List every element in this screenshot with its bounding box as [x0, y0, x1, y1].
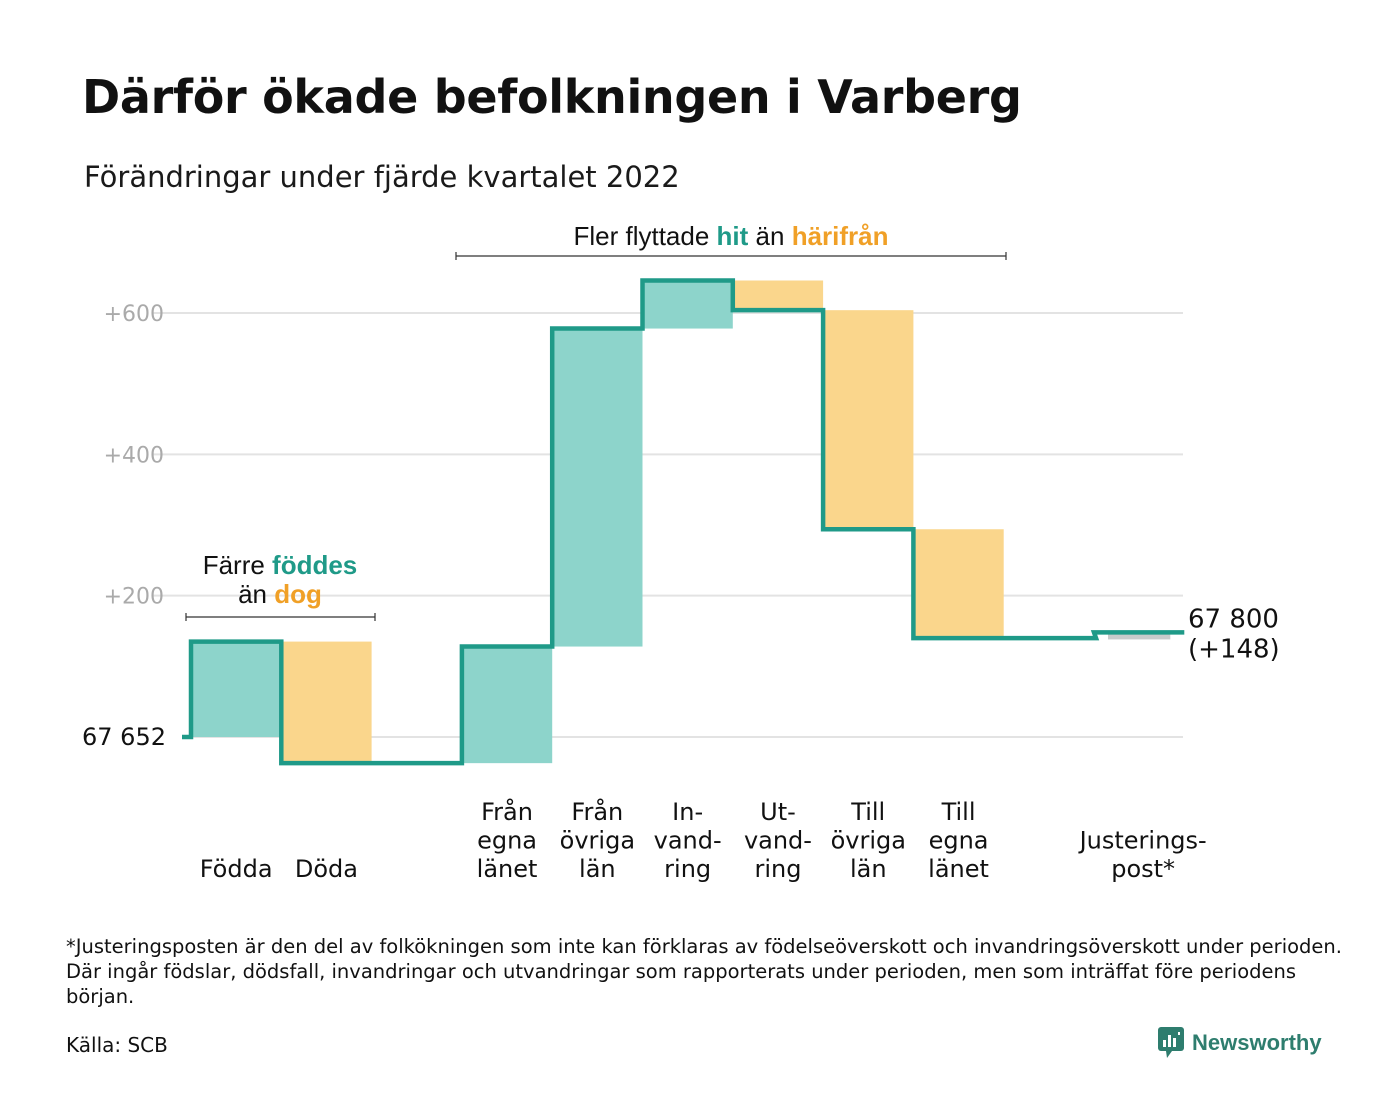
newsworthy-icon	[1158, 1027, 1184, 1058]
series-line	[182, 278, 1185, 766]
category-label: länet	[477, 855, 538, 883]
annotation-natural-line1: Färre föddes	[203, 550, 358, 580]
bar-invandring	[642, 280, 733, 329]
annotation-migration-harifran: härifrån	[792, 221, 889, 251]
category-label: Från	[571, 797, 623, 826]
y-tick-label: +200	[104, 585, 164, 610]
category-label: Justerings-	[1078, 827, 1207, 855]
bar-tillegnalänet	[913, 529, 1004, 639]
annotation-migration-bracket	[455, 252, 1007, 260]
category-label: Till	[850, 798, 885, 826]
chart-title: Därför ökade befolkningen i Varberg	[82, 70, 1022, 124]
annotation-migration-hit: hit	[717, 221, 749, 251]
chart-subtitle: Förändringar under fjärde kvartalet 2022	[84, 160, 680, 194]
bar-frånegnalänet	[461, 646, 553, 764]
annotation-natural-prefix2: än	[238, 579, 274, 609]
category-label: Födda	[200, 855, 273, 883]
bar-tillövrigalän	[823, 310, 914, 530]
end-change-label: (+148)	[1188, 634, 1280, 664]
bar-justeringspost	[1108, 632, 1171, 640]
category-label: länet	[928, 855, 989, 883]
category-label: län	[850, 855, 887, 883]
bar-frånövrigalän	[552, 328, 643, 647]
annotation-natural-prefix: Färre	[203, 550, 272, 580]
category-label: egna	[929, 827, 989, 855]
bar-födda	[191, 641, 282, 737]
annotation-migration-prefix: Fler flyttade	[573, 221, 716, 251]
source-label: Källa: SCB	[66, 1033, 168, 1057]
category-label: län	[579, 855, 616, 883]
annotation-natural-line2: än dog	[238, 579, 322, 609]
category-label: övriga	[560, 827, 635, 855]
annotation-natural-doda: dog	[274, 579, 322, 609]
newsworthy-logo[interactable]: Newsworthy	[1158, 1027, 1322, 1059]
brand-name: Newsworthy	[1192, 1030, 1322, 1055]
y-tick-label: +400	[104, 443, 164, 468]
category-label: Döda	[295, 855, 358, 883]
category-label: Till	[941, 798, 976, 826]
bar-utvandring	[732, 280, 824, 311]
category-label: Från	[481, 797, 533, 826]
footnote: *Justeringsposten är den del av folkökni…	[66, 935, 1342, 1008]
category-label: post*	[1111, 855, 1175, 883]
annotation-migration-middle: än	[748, 221, 791, 251]
annotation-migration: Fler flyttade hit än härifrån	[573, 221, 888, 251]
y-tick-label: +600	[104, 302, 164, 327]
start-value-label: 67 652	[82, 723, 166, 751]
end-value-label: 67 800	[1188, 604, 1279, 634]
category-label: ring	[664, 855, 711, 883]
category-label: övriga	[831, 827, 906, 855]
bar-döda	[281, 641, 372, 764]
annotation-natural-fodda: föddes	[272, 550, 357, 580]
category-label: Ut-	[760, 798, 796, 826]
category-label: vand-	[654, 827, 722, 855]
category-label: In-	[672, 798, 703, 826]
category-label: ring	[754, 855, 801, 883]
annotation-natural-bracket	[185, 613, 376, 621]
category-label: egna	[477, 827, 537, 855]
category-label: vand-	[744, 827, 812, 855]
